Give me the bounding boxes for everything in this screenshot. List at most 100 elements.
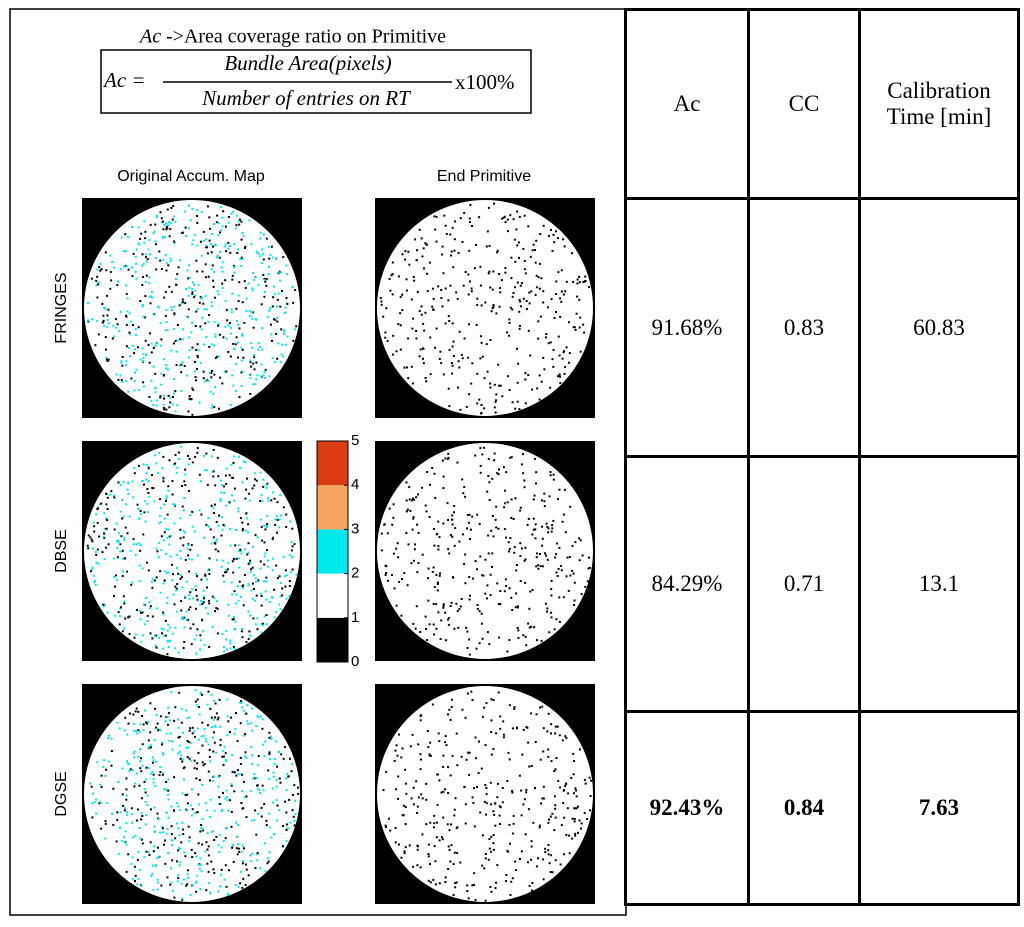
- image-pixel: [171, 563, 174, 566]
- image-pixel: [251, 346, 253, 349]
- image-pixel: [517, 241, 520, 244]
- image-pixel: [547, 821, 550, 824]
- image-pixel: [214, 336, 217, 339]
- image-pixel: [284, 311, 287, 314]
- image-pixel: [156, 888, 159, 891]
- image-pixel: [105, 503, 108, 506]
- image-pixel: [262, 478, 265, 481]
- image-pixel: [456, 297, 459, 300]
- image-pixel: [527, 225, 530, 228]
- image-pixel: [191, 413, 194, 416]
- image-pixel: [180, 445, 183, 448]
- image-pixel: [450, 706, 453, 708]
- cell: 92.43%: [624, 710, 750, 906]
- image-pixel: [508, 639, 511, 641]
- image-pixel: [412, 622, 415, 625]
- image-pixel: [130, 266, 133, 269]
- image-pixel: [174, 626, 177, 629]
- image-pixel: [174, 837, 177, 840]
- image-pixel: [532, 517, 535, 520]
- image-pixel: [177, 736, 180, 739]
- image-pixel: [161, 825, 163, 828]
- image-pixel: [263, 290, 266, 293]
- image-pixel: [179, 577, 182, 580]
- image-pixel: [113, 614, 116, 617]
- image-pixel: [197, 751, 200, 754]
- image-pixel: [182, 647, 185, 649]
- image-pixel: [467, 897, 470, 900]
- image-pixel: [588, 556, 590, 559]
- image-pixel: [149, 223, 152, 226]
- image-pixel: [388, 278, 391, 280]
- image-pixel: [568, 321, 570, 324]
- image-pixel: [208, 646, 211, 648]
- image-pixel: [259, 237, 262, 240]
- image-pixel: [91, 802, 94, 805]
- image-pixel: [575, 312, 578, 315]
- image-pixel: [198, 301, 201, 304]
- image-pixel: [479, 555, 482, 558]
- image-pixel: [261, 248, 264, 251]
- image-pixel: [218, 256, 221, 259]
- image-pixel: [155, 342, 158, 345]
- image-pixel: [276, 515, 278, 518]
- image-pixel: [571, 837, 574, 840]
- image-pixel: [240, 706, 243, 709]
- image-pixel: [234, 390, 237, 393]
- image-pixel: [241, 333, 244, 336]
- image-pixel: [186, 717, 189, 720]
- image-pixel: [407, 250, 410, 253]
- image-pixel: [277, 342, 280, 345]
- image-pixel: [541, 525, 543, 528]
- image-pixel: [229, 355, 232, 358]
- image-pixel: [196, 244, 199, 247]
- image-pixel: [169, 732, 172, 735]
- image-pixel: [217, 785, 220, 788]
- image-pixel: [148, 746, 150, 749]
- image-pixel: [523, 479, 526, 482]
- image-pixel: [204, 740, 207, 743]
- image-pixel: [240, 700, 242, 702]
- image-pixel: [442, 816, 445, 819]
- image-pixel: [124, 380, 127, 383]
- image-pixel: [152, 232, 155, 235]
- image-pixel: [461, 478, 464, 481]
- image-pixel: [514, 497, 517, 500]
- image-pixel: [158, 250, 161, 253]
- image-pixel: [284, 800, 286, 803]
- image-pixel: [263, 555, 266, 558]
- image-pixel: [119, 268, 122, 271]
- image-pixel: [221, 270, 224, 273]
- image-pixel: [504, 489, 506, 492]
- image-pixel: [555, 311, 557, 313]
- image-pixel: [238, 701, 241, 704]
- image-pixel: [220, 534, 223, 537]
- image-pixel: [539, 758, 542, 761]
- image-pixel: [435, 627, 438, 630]
- image-pixel: [192, 597, 194, 600]
- image-pixel: [162, 753, 165, 756]
- image-pixel: [151, 474, 153, 477]
- image-pixel: [519, 506, 522, 509]
- image-pixel: [503, 590, 506, 593]
- image-pixel: [95, 513, 98, 516]
- image-pixel: [91, 540, 94, 543]
- image-pixel: [119, 811, 122, 814]
- image-pixel: [485, 786, 488, 789]
- image-pixel: [577, 805, 579, 808]
- image-pixel: [547, 853, 550, 856]
- image-pixel: [152, 756, 154, 759]
- image-pixel: [249, 789, 252, 792]
- image-pixel: [533, 457, 536, 460]
- image-pixel: [154, 386, 157, 389]
- image-pixel: [546, 607, 549, 610]
- image-pixel: [291, 286, 294, 288]
- image-pixel: [156, 812, 159, 815]
- image-pixel: [207, 599, 210, 602]
- image-pixel: [219, 479, 222, 482]
- image-pixel: [283, 746, 286, 749]
- image-pixel: [475, 323, 478, 326]
- image-pixel: [87, 319, 90, 322]
- image-pixel: [242, 604, 245, 607]
